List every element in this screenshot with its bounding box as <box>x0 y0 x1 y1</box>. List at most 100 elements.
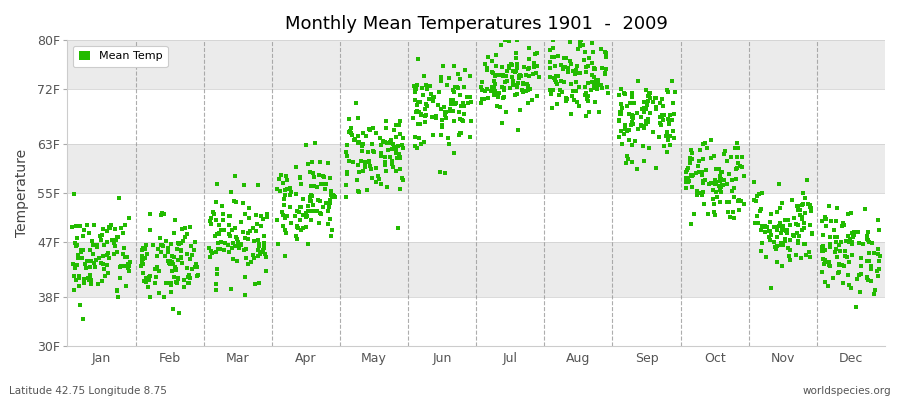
Point <box>346 158 360 165</box>
Point <box>283 204 297 210</box>
Point <box>167 217 182 223</box>
Point <box>323 189 338 195</box>
Point <box>829 246 843 252</box>
Point <box>505 74 519 80</box>
Point <box>567 97 581 104</box>
Point <box>509 55 524 61</box>
Point <box>408 88 422 95</box>
Point <box>324 192 338 198</box>
Point <box>436 63 450 69</box>
Point <box>860 274 875 281</box>
Point <box>682 158 697 164</box>
Point <box>780 227 795 234</box>
Point <box>421 96 436 102</box>
Point <box>827 227 842 234</box>
Point <box>352 138 366 145</box>
Point <box>782 253 796 260</box>
Point <box>772 181 787 188</box>
Point <box>191 272 205 278</box>
Point <box>803 222 817 228</box>
Point <box>339 182 354 188</box>
Point <box>560 96 574 102</box>
Point <box>642 145 656 151</box>
Point <box>823 234 837 240</box>
Point <box>566 88 580 94</box>
Point <box>302 198 317 205</box>
Point <box>135 247 149 253</box>
Point <box>822 258 836 265</box>
Point <box>712 166 726 172</box>
Point <box>480 86 494 92</box>
Point <box>637 99 652 105</box>
Point <box>73 223 87 229</box>
Point <box>120 254 134 260</box>
Point <box>761 234 776 240</box>
Bar <box>68 298 885 346</box>
Point <box>121 260 135 267</box>
Point <box>381 147 395 153</box>
Point <box>655 96 670 102</box>
Point <box>845 234 859 240</box>
Point <box>392 131 407 138</box>
Point <box>769 246 783 252</box>
Point <box>296 211 310 218</box>
Point <box>660 149 674 156</box>
Point <box>767 224 781 230</box>
Point <box>594 46 608 52</box>
Point <box>549 79 563 85</box>
Point <box>177 225 192 231</box>
Point <box>814 248 829 254</box>
Point <box>301 241 315 247</box>
Point <box>615 105 629 112</box>
Point <box>294 226 309 233</box>
Point <box>212 221 226 228</box>
Point <box>160 245 175 251</box>
Point <box>770 227 785 233</box>
Point <box>162 260 176 266</box>
Point <box>361 149 375 156</box>
Point <box>856 241 870 247</box>
Point <box>228 242 242 249</box>
Point <box>474 100 489 106</box>
Point <box>871 258 886 264</box>
Point <box>514 73 528 80</box>
Point <box>438 109 453 115</box>
Point <box>100 239 114 246</box>
Point <box>637 125 652 132</box>
Point <box>154 248 168 255</box>
Point <box>798 210 813 216</box>
Point <box>585 40 599 46</box>
Point <box>304 198 319 205</box>
Point <box>292 208 306 215</box>
Point <box>522 73 536 79</box>
Point <box>706 201 721 208</box>
Point <box>296 225 310 232</box>
Point <box>626 118 640 125</box>
Point <box>722 171 736 178</box>
Point <box>222 213 237 219</box>
Point <box>206 211 220 217</box>
Point <box>683 160 698 166</box>
Point <box>289 164 303 170</box>
Point <box>621 156 635 162</box>
Point <box>93 232 107 239</box>
Point <box>860 258 874 264</box>
Point <box>775 240 789 246</box>
Point <box>438 115 453 121</box>
Point <box>85 237 99 244</box>
Point <box>778 238 792 244</box>
Point <box>667 134 681 141</box>
Point <box>528 70 543 76</box>
Point <box>169 278 184 285</box>
Point <box>158 294 172 301</box>
Point <box>446 117 461 124</box>
Point <box>860 229 875 236</box>
Point <box>154 212 168 218</box>
Point <box>668 88 682 95</box>
Point <box>458 66 473 73</box>
Point <box>652 114 667 120</box>
Point <box>164 282 178 288</box>
Point <box>521 66 535 72</box>
Point <box>213 227 228 234</box>
Point <box>574 37 589 43</box>
